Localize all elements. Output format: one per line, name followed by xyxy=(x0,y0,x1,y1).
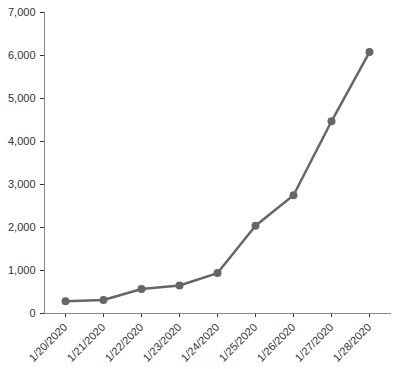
svg-text:3,000: 3,000 xyxy=(8,178,36,190)
svg-text:1,000: 1,000 xyxy=(8,264,36,276)
svg-text:1/23/2020: 1/23/2020 xyxy=(140,321,183,364)
svg-text:1/25/2020: 1/25/2020 xyxy=(216,321,259,364)
svg-text:1/27/2020: 1/27/2020 xyxy=(292,321,335,364)
svg-text:4,000: 4,000 xyxy=(8,135,36,147)
svg-text:1/28/2020: 1/28/2020 xyxy=(330,321,373,364)
svg-text:7,000: 7,000 xyxy=(8,6,36,18)
svg-text:1/21/2020: 1/21/2020 xyxy=(64,321,107,364)
svg-text:1/24/2020: 1/24/2020 xyxy=(178,321,221,364)
svg-text:1/20/2020: 1/20/2020 xyxy=(26,321,69,364)
svg-text:5,000: 5,000 xyxy=(8,92,36,104)
svg-text:6,000: 6,000 xyxy=(8,49,36,61)
svg-text:1/22/2020: 1/22/2020 xyxy=(102,321,145,364)
svg-text:2,000: 2,000 xyxy=(8,221,36,233)
svg-text:1/26/2020: 1/26/2020 xyxy=(254,321,297,364)
svg-text:0: 0 xyxy=(29,307,35,319)
